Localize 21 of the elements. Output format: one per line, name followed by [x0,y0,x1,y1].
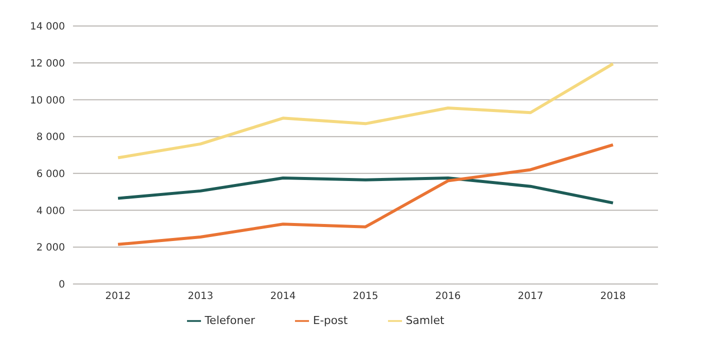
legend-label: Samlet [406,314,444,328]
x-tick-label: 2014 [270,291,296,302]
line-series [116,62,614,160]
y-tick-label: 4 000 [36,206,65,217]
x-tick-label: 2017 [518,291,544,302]
line-series [116,176,614,204]
y-tick-label: 6 000 [36,168,65,180]
legend-label: Telefoner [204,314,256,328]
line-series [116,143,614,246]
x-tick-label: 2018 [600,291,626,302]
y-tick-label: 10 000 [30,95,65,106]
legend-label: E-post [313,314,348,328]
y-tick-label: 2 000 [36,242,65,254]
x-tick-label: 2015 [352,291,378,302]
y-tick-label: 8 000 [36,132,65,144]
y-tick-label: 12 000 [30,58,65,70]
x-tick-label: 2013 [188,291,214,302]
y-tick-label: 0 [58,280,65,291]
x-tick-label: 2016 [435,291,461,302]
x-tick-label: 2012 [105,291,131,302]
y-tick-label: 14 000 [30,22,65,33]
